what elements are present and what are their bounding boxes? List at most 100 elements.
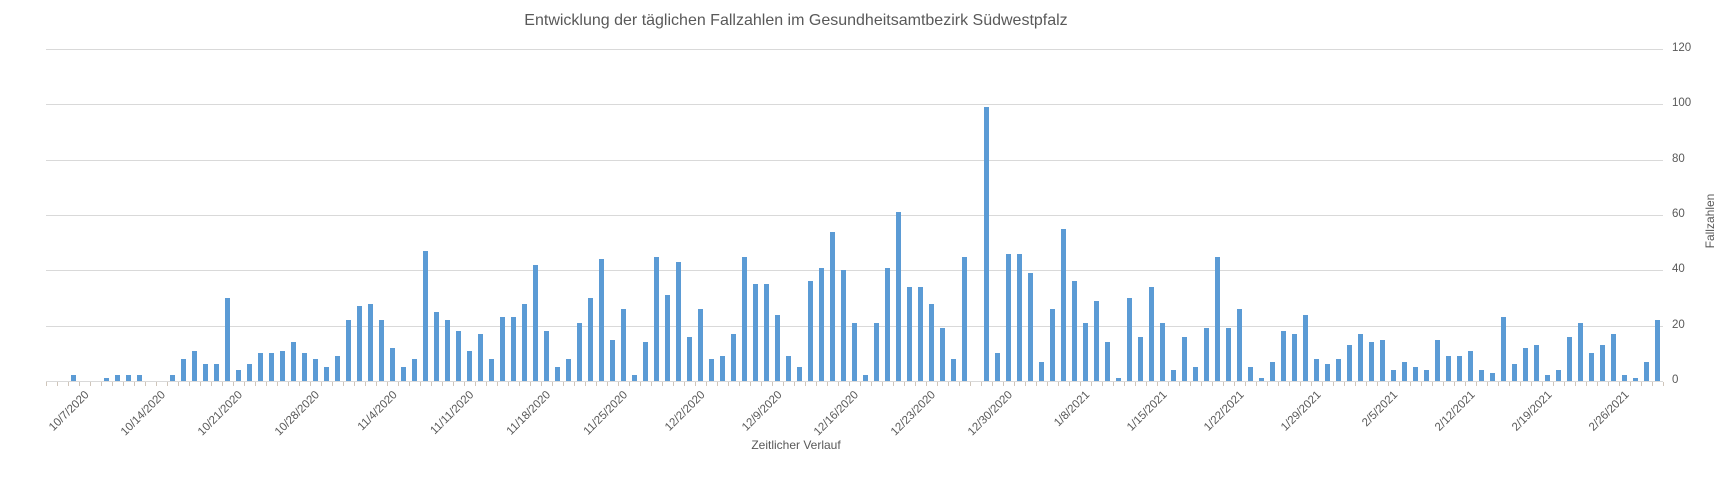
x-axis-tick xyxy=(1432,382,1433,386)
x-axis-tick xyxy=(717,382,718,386)
x-axis-tick xyxy=(959,382,960,386)
x-axis-tick xyxy=(651,382,652,386)
bar xyxy=(709,358,714,381)
bar xyxy=(632,375,637,381)
bar xyxy=(291,342,296,381)
bar xyxy=(1589,353,1594,381)
bar xyxy=(247,364,252,381)
x-axis-tick xyxy=(1586,382,1587,386)
x-axis-tick xyxy=(783,382,784,386)
bar xyxy=(500,317,505,381)
bar xyxy=(698,309,703,381)
bar xyxy=(280,350,285,381)
x-axis-tick xyxy=(376,382,377,386)
x-axis-tick-label: 1/22/2021 xyxy=(1201,389,1247,434)
bar xyxy=(1083,322,1088,381)
x-axis-tick xyxy=(398,382,399,386)
bar xyxy=(533,264,538,381)
x-axis-tick xyxy=(453,382,454,386)
x-axis-tick xyxy=(849,382,850,386)
x-axis-tick xyxy=(1212,382,1213,386)
x-axis-tick xyxy=(871,382,872,386)
bar xyxy=(753,284,758,381)
bar xyxy=(456,331,461,381)
x-axis-tick xyxy=(233,382,234,386)
x-axis-tick xyxy=(970,382,971,386)
x-axis-tick-label: 10/14/2020 xyxy=(119,389,169,439)
bar xyxy=(1006,253,1011,381)
x-axis-tick xyxy=(893,382,894,386)
bar xyxy=(687,336,692,381)
x-axis-tick xyxy=(1355,382,1356,386)
bar xyxy=(797,367,802,381)
x-axis-tick xyxy=(981,382,982,386)
x-axis-tick xyxy=(695,382,696,386)
bar xyxy=(896,212,901,381)
bar xyxy=(1534,345,1539,381)
bar xyxy=(236,369,241,381)
x-axis-tick xyxy=(497,382,498,386)
x-axis-tick xyxy=(574,382,575,386)
x-axis-tick xyxy=(431,382,432,386)
bar xyxy=(1116,378,1121,381)
bar xyxy=(1391,369,1396,381)
bar xyxy=(1182,336,1187,381)
bar xyxy=(1501,317,1506,381)
x-axis-tick xyxy=(332,382,333,386)
bar xyxy=(1600,345,1605,381)
bar xyxy=(203,364,208,381)
x-axis-tick xyxy=(354,382,355,386)
x-axis-tick xyxy=(167,382,168,386)
bar xyxy=(819,267,824,381)
bar xyxy=(808,281,813,381)
x-axis-tick-label: 12/30/2020 xyxy=(966,389,1016,439)
x-axis-tick xyxy=(46,382,47,386)
bar xyxy=(511,317,516,381)
bar xyxy=(786,356,791,381)
x-axis-tick xyxy=(1278,382,1279,386)
bar xyxy=(566,358,571,381)
bar xyxy=(1072,281,1077,381)
bar xyxy=(335,356,340,381)
bar xyxy=(577,322,582,381)
x-axis-tick-label: 1/29/2021 xyxy=(1278,389,1324,434)
bar xyxy=(775,314,780,381)
bar xyxy=(368,303,373,381)
x-axis-tick xyxy=(1597,382,1598,386)
x-axis-tick xyxy=(1443,382,1444,386)
bar xyxy=(401,367,406,381)
bar xyxy=(621,309,626,381)
x-axis-tick xyxy=(1652,382,1653,386)
x-axis-tick xyxy=(1630,382,1631,386)
x-axis-tick xyxy=(1322,382,1323,386)
bar xyxy=(137,375,142,381)
x-axis-tick-label: 2/26/2021 xyxy=(1586,389,1632,434)
x-axis-tick xyxy=(1421,382,1422,386)
bar xyxy=(588,298,593,381)
x-axis-tick xyxy=(1267,382,1268,386)
y-axis-tick-label: 40 xyxy=(1672,263,1685,276)
x-axis-tick xyxy=(1366,382,1367,386)
x-axis-tick-label: 2/5/2021 xyxy=(1360,389,1401,430)
bar xyxy=(1380,339,1385,381)
x-axis-tick xyxy=(1047,382,1048,386)
x-axis-tick xyxy=(1234,382,1235,386)
bar xyxy=(841,270,846,381)
x-axis-tick xyxy=(101,382,102,386)
bar xyxy=(258,353,263,381)
x-axis-tick xyxy=(299,382,300,386)
x-axis-tick xyxy=(255,382,256,386)
bar xyxy=(863,375,868,381)
bar xyxy=(1567,336,1572,381)
bar xyxy=(379,320,384,381)
x-axis-tick xyxy=(123,382,124,386)
bar xyxy=(544,331,549,381)
bar xyxy=(302,353,307,381)
bar xyxy=(1193,367,1198,381)
x-axis-tick xyxy=(805,382,806,386)
bar xyxy=(1171,369,1176,381)
bar xyxy=(665,295,670,381)
bar xyxy=(1061,228,1066,381)
x-axis-tick xyxy=(1520,382,1521,386)
bar xyxy=(1028,273,1033,381)
